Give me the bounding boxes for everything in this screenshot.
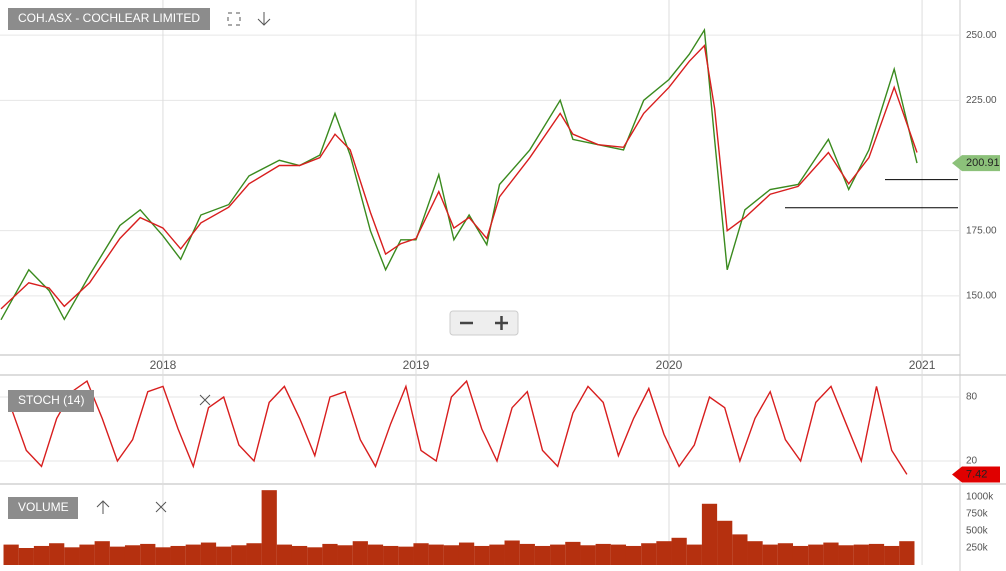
volume-bar bbox=[428, 544, 444, 565]
x-tick-label: 2019 bbox=[403, 358, 430, 372]
volume-bar bbox=[823, 542, 839, 565]
volume-bar bbox=[868, 543, 885, 565]
volume-bar bbox=[489, 544, 505, 565]
volume-bar bbox=[322, 543, 338, 565]
x-tick-label: 2020 bbox=[656, 358, 683, 372]
y-tick-label: 250.00 bbox=[966, 30, 997, 41]
volume-bar bbox=[261, 490, 277, 565]
volume-bar bbox=[140, 543, 156, 565]
last-value-flag bbox=[952, 155, 1000, 172]
volume-bar bbox=[762, 544, 778, 565]
volume-bar bbox=[625, 545, 642, 565]
volume-bar bbox=[170, 545, 186, 565]
move-up-button[interactable] bbox=[96, 500, 110, 514]
volume-bar bbox=[109, 546, 126, 565]
volume-bar bbox=[94, 541, 110, 565]
x-tick-label: 2021 bbox=[909, 358, 936, 372]
volume-bar bbox=[534, 545, 551, 565]
volume-bar bbox=[458, 542, 475, 565]
volume-bar bbox=[216, 546, 232, 565]
price-line bbox=[0, 44, 918, 310]
volume-bar bbox=[307, 547, 323, 565]
volume-bar bbox=[504, 540, 520, 565]
volume-bar bbox=[656, 541, 672, 565]
volume-bar bbox=[64, 547, 80, 565]
volume-bar bbox=[565, 541, 581, 565]
volume-bar bbox=[413, 543, 429, 565]
volume-bar bbox=[884, 545, 900, 565]
last-value-label: 7.42 bbox=[966, 468, 987, 480]
volume-bar bbox=[246, 543, 262, 565]
y-tick-label: 150.00 bbox=[966, 290, 997, 301]
volume-bar bbox=[550, 544, 566, 565]
volume-bar bbox=[610, 544, 627, 565]
y-tick-label: 750k bbox=[966, 509, 989, 520]
volume-bar bbox=[155, 547, 171, 565]
price-line bbox=[0, 27, 918, 321]
volume-bar bbox=[686, 544, 702, 565]
stoch-title: STOCH (14) bbox=[18, 393, 84, 407]
volume-bar bbox=[777, 543, 794, 565]
price-line bbox=[10, 379, 908, 475]
volume-bar bbox=[352, 541, 368, 565]
volume-bar bbox=[33, 545, 50, 565]
y-tick-label: 250k bbox=[966, 543, 989, 554]
last-value-flag bbox=[952, 466, 1000, 483]
volume-bar bbox=[18, 547, 34, 565]
volume-bar bbox=[231, 545, 247, 565]
volume-bar bbox=[443, 545, 460, 565]
volume-bar bbox=[580, 545, 596, 565]
title-tag bbox=[8, 8, 210, 30]
zoom-controls[interactable] bbox=[449, 310, 519, 336]
volume-bar bbox=[701, 503, 718, 565]
x-tick-label: 2018 bbox=[150, 358, 177, 372]
stoch-tag bbox=[8, 390, 94, 412]
y-tick-label: 20 bbox=[966, 456, 978, 467]
volume-bar bbox=[899, 541, 915, 565]
volume-bar bbox=[291, 545, 308, 565]
volume-bar bbox=[337, 545, 353, 565]
close-button[interactable] bbox=[199, 394, 211, 406]
close-button[interactable] bbox=[155, 501, 167, 513]
fullscreen-button[interactable] bbox=[227, 12, 241, 26]
volume-bar bbox=[276, 544, 293, 565]
y-tick-label: 500k bbox=[966, 526, 989, 537]
volume-bar bbox=[185, 544, 201, 565]
volume-bar bbox=[641, 543, 657, 565]
last-value-label: 200.91 bbox=[966, 157, 1000, 169]
volume-bar bbox=[79, 544, 95, 565]
volume-title: VOLUME bbox=[18, 500, 69, 514]
chart-title: COH.ASX - COCHLEAR LIMITED bbox=[18, 11, 200, 25]
move-down-button[interactable] bbox=[257, 12, 271, 26]
volume-bar bbox=[808, 544, 824, 565]
volume-bar bbox=[671, 537, 687, 565]
volume-bar bbox=[519, 543, 535, 565]
volume-bar bbox=[595, 543, 611, 565]
volume-bar bbox=[853, 544, 869, 565]
volume-bar bbox=[49, 543, 65, 565]
volume-bar bbox=[383, 545, 399, 565]
volume-bar bbox=[200, 542, 217, 565]
volume-tag bbox=[8, 497, 78, 519]
volume-bar bbox=[124, 545, 141, 565]
y-tick-label: 80 bbox=[966, 392, 978, 403]
volume-bar bbox=[792, 545, 809, 565]
y-tick-label: 1000k bbox=[966, 492, 994, 503]
y-tick-label: 175.00 bbox=[966, 225, 997, 236]
volume-bar bbox=[367, 544, 384, 565]
volume-bar bbox=[3, 544, 19, 565]
volume-bar bbox=[474, 545, 490, 565]
volume-bar bbox=[717, 520, 733, 565]
volume-bar bbox=[747, 541, 763, 565]
volume-bar bbox=[398, 546, 414, 565]
volume-bar bbox=[838, 545, 854, 565]
y-tick-label: 225.00 bbox=[966, 95, 997, 106]
volume-bar bbox=[732, 534, 748, 565]
